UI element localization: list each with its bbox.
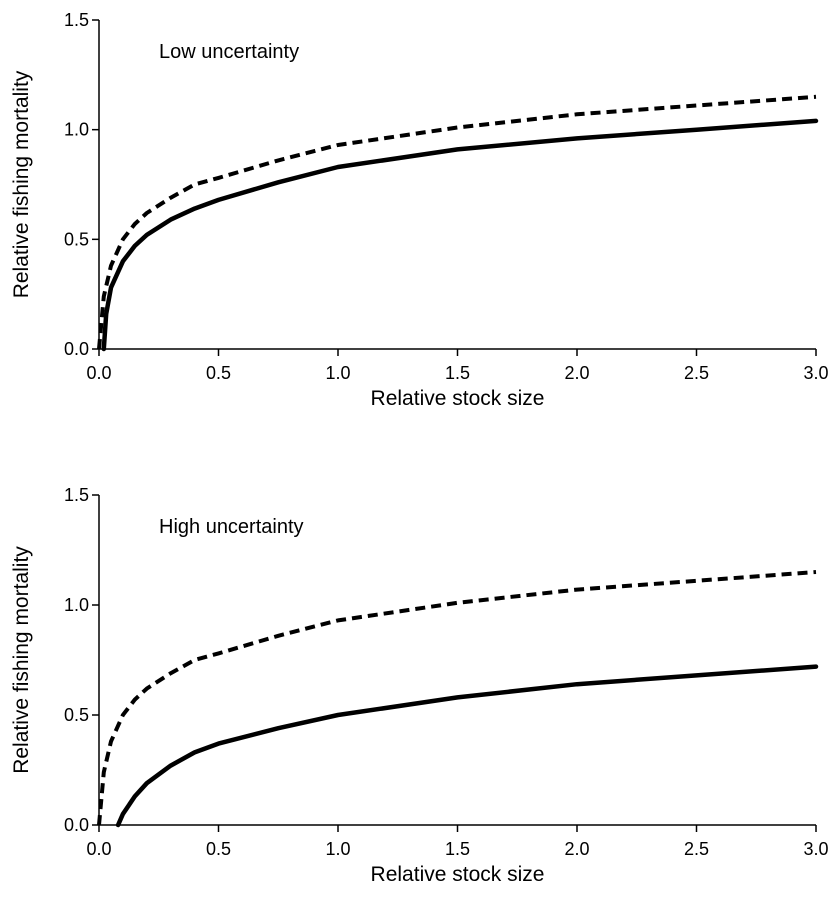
chart-panel-bottom: 0.0 0.5 1.0 1.5 2.0 2.5 3.0 0.0 0.5 1.0 1.5 Relativ…	[10, 485, 829, 886]
y-tick-label: 0.5	[64, 229, 89, 249]
y-axis-title: Relative fishing mortality	[10, 70, 33, 298]
x-tick-label: 2.5	[684, 363, 709, 383]
y-tick-label: 0.5	[64, 705, 89, 725]
x-tick-label: 2.0	[564, 363, 589, 383]
x-tick-label: 2.0	[564, 839, 589, 859]
series-line-solid	[115, 664, 819, 828]
y-tick-label: 1.0	[64, 595, 89, 615]
x-tick-label: 3.0	[803, 363, 828, 383]
y-tick-label: 1.5	[64, 485, 89, 505]
x-axis-title: Relative stock size	[371, 863, 545, 886]
x-tick-label: 1.0	[325, 363, 350, 383]
x-tick-label: 0.0	[86, 363, 111, 383]
x-tick-label: 1.0	[325, 839, 350, 859]
x-tick-label: 0.5	[206, 839, 231, 859]
y-tick-label: 1.0	[64, 120, 89, 140]
x-tick-label: 1.5	[445, 839, 470, 859]
x-tick-label: 0.0	[86, 839, 111, 859]
y-axis-title: Relative fishing mortality	[10, 546, 33, 774]
panel-annotation: Low uncertainty	[159, 41, 299, 63]
x-tick-label: 3.0	[803, 839, 828, 859]
series-line-solid	[101, 118, 819, 352]
chart-panel-top: 0.0 0.5 1.0 1.5 2.0 2.5 3.0 0.0 0.5 1.0 1.5 Relativ…	[10, 10, 829, 410]
panel-annotation: High uncertainty	[159, 516, 304, 538]
x-tick-label: 0.5	[206, 363, 231, 383]
x-tick-label: 2.5	[684, 839, 709, 859]
series-line-dashed	[97, 94, 817, 350]
y-tick-label: 0.0	[64, 815, 89, 835]
y-tick-label: 1.5	[64, 10, 89, 30]
x-tick-label: 1.5	[445, 363, 470, 383]
y-tick-label: 0.0	[64, 339, 89, 359]
x-axis-title: Relative stock size	[371, 387, 545, 410]
